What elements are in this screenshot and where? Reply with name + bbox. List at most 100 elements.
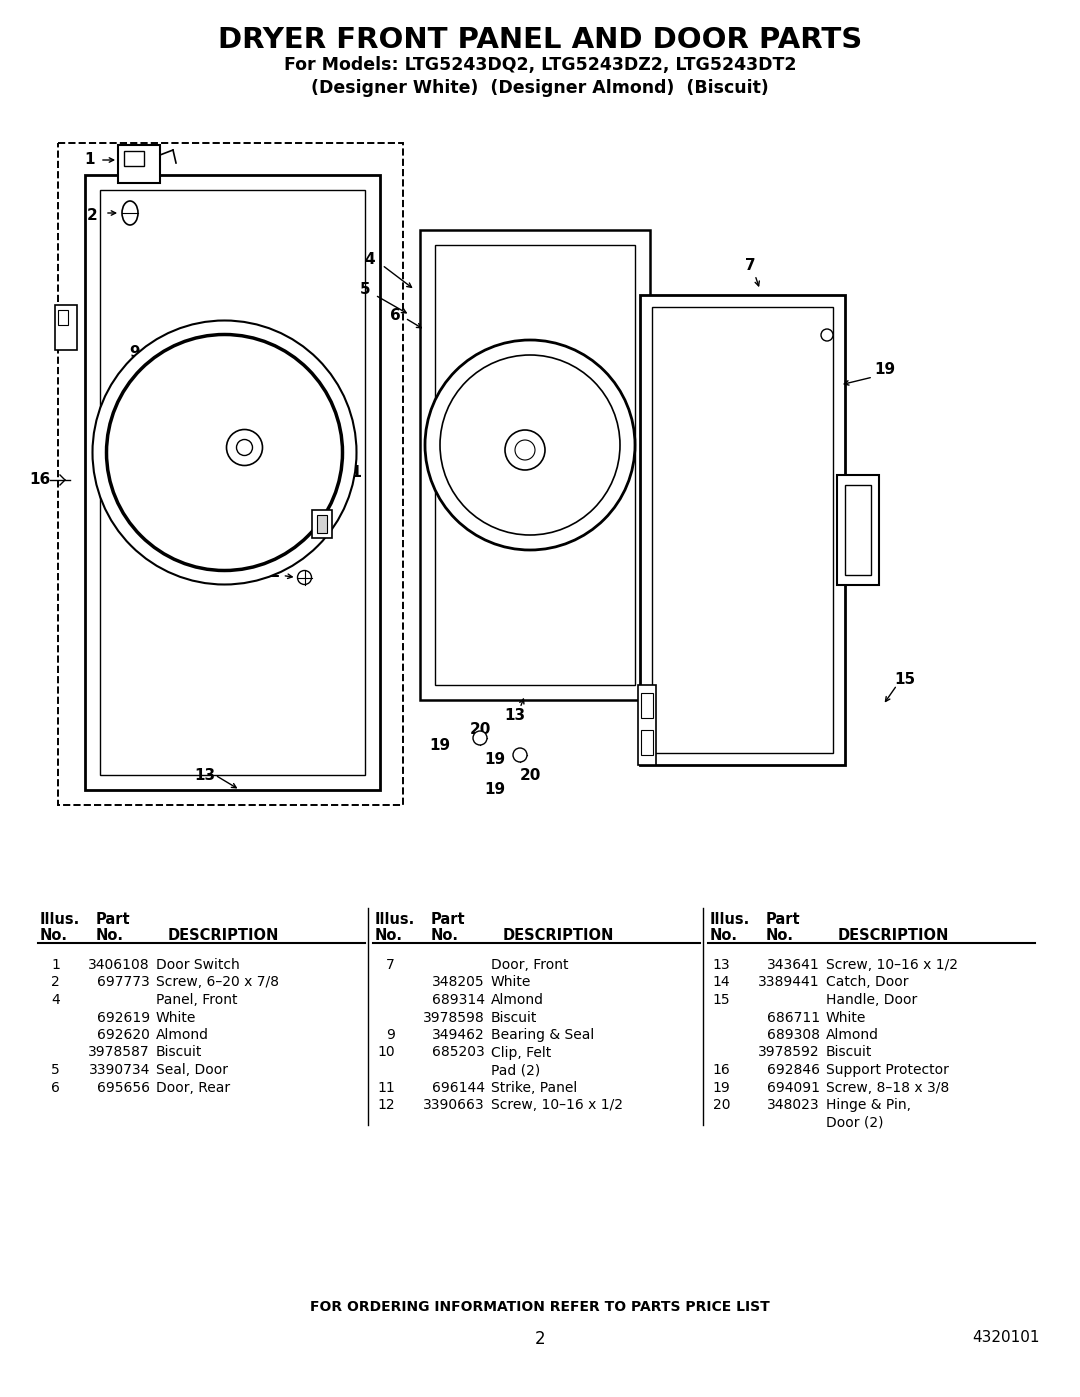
Text: 13: 13 bbox=[713, 958, 730, 972]
Polygon shape bbox=[435, 244, 635, 685]
Text: Screw, 8–18 x 3/8: Screw, 8–18 x 3/8 bbox=[826, 1080, 949, 1094]
Ellipse shape bbox=[227, 429, 262, 465]
Text: Seal, Door: Seal, Door bbox=[156, 1063, 228, 1077]
Text: Catch, Door: Catch, Door bbox=[826, 975, 908, 989]
Text: Almond: Almond bbox=[826, 1028, 879, 1042]
Text: 694091: 694091 bbox=[767, 1080, 820, 1094]
Text: DESCRIPTION: DESCRIPTION bbox=[838, 928, 949, 943]
Text: 20: 20 bbox=[519, 767, 541, 782]
Text: Panel, Front: Panel, Front bbox=[156, 993, 238, 1007]
Ellipse shape bbox=[426, 339, 635, 550]
Text: 696144: 696144 bbox=[432, 1080, 485, 1094]
Text: Biscuit: Biscuit bbox=[491, 1010, 538, 1024]
Text: 2: 2 bbox=[86, 208, 97, 222]
Text: Biscuit: Biscuit bbox=[826, 1045, 873, 1059]
Text: No.: No. bbox=[96, 928, 124, 943]
Text: No.: No. bbox=[431, 928, 459, 943]
Text: 13: 13 bbox=[504, 707, 526, 722]
Text: 3978598: 3978598 bbox=[423, 1010, 485, 1024]
Text: For Models: LTG5243DQ2, LTG5243DZ2, LTG5243DT2: For Models: LTG5243DQ2, LTG5243DZ2, LTG5… bbox=[284, 56, 796, 74]
Text: Strike, Panel: Strike, Panel bbox=[491, 1080, 577, 1094]
Text: No.: No. bbox=[375, 928, 403, 943]
Ellipse shape bbox=[107, 334, 342, 570]
Polygon shape bbox=[420, 231, 650, 700]
Text: 14: 14 bbox=[713, 975, 730, 989]
Text: No.: No. bbox=[710, 928, 738, 943]
Polygon shape bbox=[642, 693, 653, 718]
Text: Biscuit: Biscuit bbox=[156, 1045, 202, 1059]
Text: Part: Part bbox=[766, 912, 800, 928]
Text: 343641: 343641 bbox=[767, 958, 820, 972]
Ellipse shape bbox=[93, 320, 356, 584]
Text: 348205: 348205 bbox=[432, 975, 485, 989]
Text: 349462: 349462 bbox=[432, 1028, 485, 1042]
Text: 685203: 685203 bbox=[432, 1045, 485, 1059]
Text: No.: No. bbox=[40, 928, 68, 943]
Text: 5: 5 bbox=[51, 1063, 60, 1077]
Text: 1: 1 bbox=[84, 152, 95, 168]
Polygon shape bbox=[652, 307, 833, 753]
Text: Door, Rear: Door, Rear bbox=[156, 1080, 230, 1094]
Text: DRYER FRONT PANEL AND DOOR PARTS: DRYER FRONT PANEL AND DOOR PARTS bbox=[218, 27, 862, 54]
Text: 697773: 697773 bbox=[97, 975, 150, 989]
Text: 1: 1 bbox=[51, 958, 60, 972]
Text: Screw, 10–16 x 1/2: Screw, 10–16 x 1/2 bbox=[491, 1098, 623, 1112]
Ellipse shape bbox=[297, 570, 311, 584]
Polygon shape bbox=[85, 175, 380, 789]
Text: Door Switch: Door Switch bbox=[156, 958, 240, 972]
Text: 15: 15 bbox=[713, 993, 730, 1007]
Text: 3390663: 3390663 bbox=[423, 1098, 485, 1112]
Text: 14: 14 bbox=[544, 462, 566, 478]
Text: 20: 20 bbox=[470, 722, 490, 738]
Text: Part: Part bbox=[431, 912, 465, 928]
Polygon shape bbox=[845, 485, 870, 576]
Text: 12: 12 bbox=[259, 564, 280, 580]
Text: 3978587: 3978587 bbox=[89, 1045, 150, 1059]
Text: 695656: 695656 bbox=[97, 1080, 150, 1094]
Text: White: White bbox=[156, 1010, 197, 1024]
Text: 3389441: 3389441 bbox=[758, 975, 820, 989]
Text: 11: 11 bbox=[377, 1080, 395, 1094]
Ellipse shape bbox=[122, 201, 138, 225]
Text: 692620: 692620 bbox=[97, 1028, 150, 1042]
Text: 2: 2 bbox=[535, 1330, 545, 1348]
Text: Clip, Felt: Clip, Felt bbox=[491, 1045, 551, 1059]
Text: 9: 9 bbox=[130, 345, 139, 360]
Text: 348023: 348023 bbox=[768, 1098, 820, 1112]
Ellipse shape bbox=[440, 355, 620, 535]
Text: 6: 6 bbox=[390, 307, 401, 323]
Polygon shape bbox=[124, 151, 144, 166]
Text: 10: 10 bbox=[189, 460, 211, 475]
Text: 19: 19 bbox=[875, 362, 895, 377]
Polygon shape bbox=[58, 310, 68, 326]
Text: Support Protector: Support Protector bbox=[826, 1063, 949, 1077]
Text: FOR ORDERING INFORMATION REFER TO PARTS PRICE LIST: FOR ORDERING INFORMATION REFER TO PARTS … bbox=[310, 1301, 770, 1315]
Polygon shape bbox=[642, 731, 653, 754]
Text: 13: 13 bbox=[194, 767, 216, 782]
Ellipse shape bbox=[513, 747, 527, 761]
Text: 19: 19 bbox=[430, 738, 450, 753]
Text: 3406108: 3406108 bbox=[89, 958, 150, 972]
Text: Handle, Door: Handle, Door bbox=[826, 993, 917, 1007]
Polygon shape bbox=[55, 305, 77, 351]
Text: 19: 19 bbox=[712, 1080, 730, 1094]
Text: 10: 10 bbox=[377, 1045, 395, 1059]
Text: 19: 19 bbox=[485, 782, 505, 798]
Text: Illus.: Illus. bbox=[375, 912, 415, 928]
Text: No.: No. bbox=[766, 928, 794, 943]
Text: 689314: 689314 bbox=[432, 993, 485, 1007]
Text: 4: 4 bbox=[51, 993, 60, 1007]
Text: Almond: Almond bbox=[156, 1028, 210, 1042]
Polygon shape bbox=[638, 685, 656, 766]
Polygon shape bbox=[118, 145, 160, 183]
Text: Part: Part bbox=[96, 912, 131, 928]
Polygon shape bbox=[837, 475, 879, 585]
Text: 686711: 686711 bbox=[767, 1010, 820, 1024]
Ellipse shape bbox=[473, 731, 487, 745]
Ellipse shape bbox=[515, 440, 535, 460]
Text: Screw, 6–20 x 7/8: Screw, 6–20 x 7/8 bbox=[156, 975, 279, 989]
Text: Bearing & Seal: Bearing & Seal bbox=[491, 1028, 594, 1042]
Ellipse shape bbox=[821, 330, 833, 341]
Text: 3978592: 3978592 bbox=[758, 1045, 820, 1059]
Ellipse shape bbox=[237, 440, 253, 455]
